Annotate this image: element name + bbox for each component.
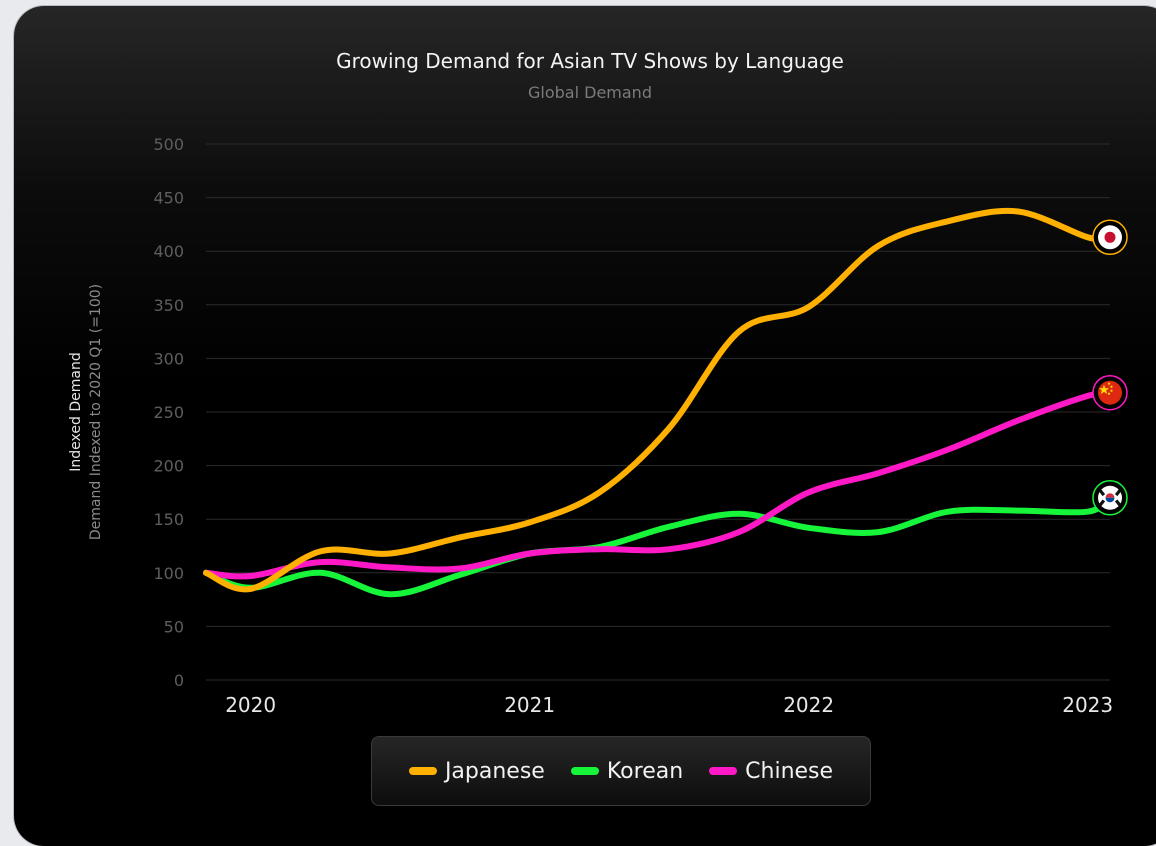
legend-swatch-japanese xyxy=(408,767,437,775)
legend-swatch-chinese xyxy=(709,767,738,775)
series-line-japanese xyxy=(203,207,1113,593)
y-axis-ticks: 0 50 100 150 200 250 300 350 400 450 500 xyxy=(153,135,184,690)
legend-item-japanese[interactable]: Japanese xyxy=(408,758,545,784)
y-tick-label: 450 xyxy=(153,189,184,208)
end-markers xyxy=(1092,219,1128,516)
series-line-korean xyxy=(203,494,1113,598)
south-korea-flag-icon xyxy=(1092,480,1128,516)
line-chart: Growing Demand for Asian TV Shows by Lan… xyxy=(68,49,1128,717)
y-tick-label: 0 xyxy=(174,671,184,690)
legend-item-chinese[interactable]: Chinese xyxy=(709,759,833,784)
japan-flag-icon xyxy=(1092,219,1128,256)
y-axis-label: Indexed Demand xyxy=(68,352,84,471)
y-tick-label: 50 xyxy=(164,617,184,636)
legend-item-korean[interactable]: Korean xyxy=(570,758,684,784)
gridlines xyxy=(206,143,1110,681)
x-tick-label: 2022 xyxy=(783,693,834,717)
y-tick-label: 150 xyxy=(153,510,184,529)
legend-label-japanese: Japanese xyxy=(444,758,545,784)
x-tick-label: 2023 xyxy=(1062,693,1113,717)
chart-card: Growing Demand for Asian TV Shows by Lan… xyxy=(14,6,1156,846)
y-tick-label: 250 xyxy=(153,403,184,422)
legend-label-korean: Korean xyxy=(606,758,684,784)
series-lines xyxy=(203,207,1113,598)
y-axis-sublabel: Demand Indexed to 2020 Q1 (=100) xyxy=(88,284,104,540)
y-tick-label: 100 xyxy=(153,564,184,583)
y-tick-label: 300 xyxy=(153,349,184,368)
legend-label-chinese: Chinese xyxy=(745,758,834,784)
y-tick-label: 400 xyxy=(153,242,184,261)
x-tick-label: 2021 xyxy=(504,693,555,717)
y-tick-label: 350 xyxy=(153,296,184,315)
series-line-chinese xyxy=(203,389,1113,580)
x-tick-label: 2020 xyxy=(225,693,276,717)
y-tick-label: 500 xyxy=(153,135,184,154)
chart-subtitle: Global Demand xyxy=(528,83,652,102)
legend: Japanese Korean Chinese xyxy=(371,736,871,806)
chart-title: Growing Demand for Asian TV Shows by Lan… xyxy=(336,49,844,73)
y-tick-label: 200 xyxy=(153,457,184,476)
x-axis-ticks: 2020 2021 2022 2023 xyxy=(225,693,1113,717)
china-flag-icon xyxy=(1092,374,1128,411)
legend-swatch-korean xyxy=(570,767,599,775)
